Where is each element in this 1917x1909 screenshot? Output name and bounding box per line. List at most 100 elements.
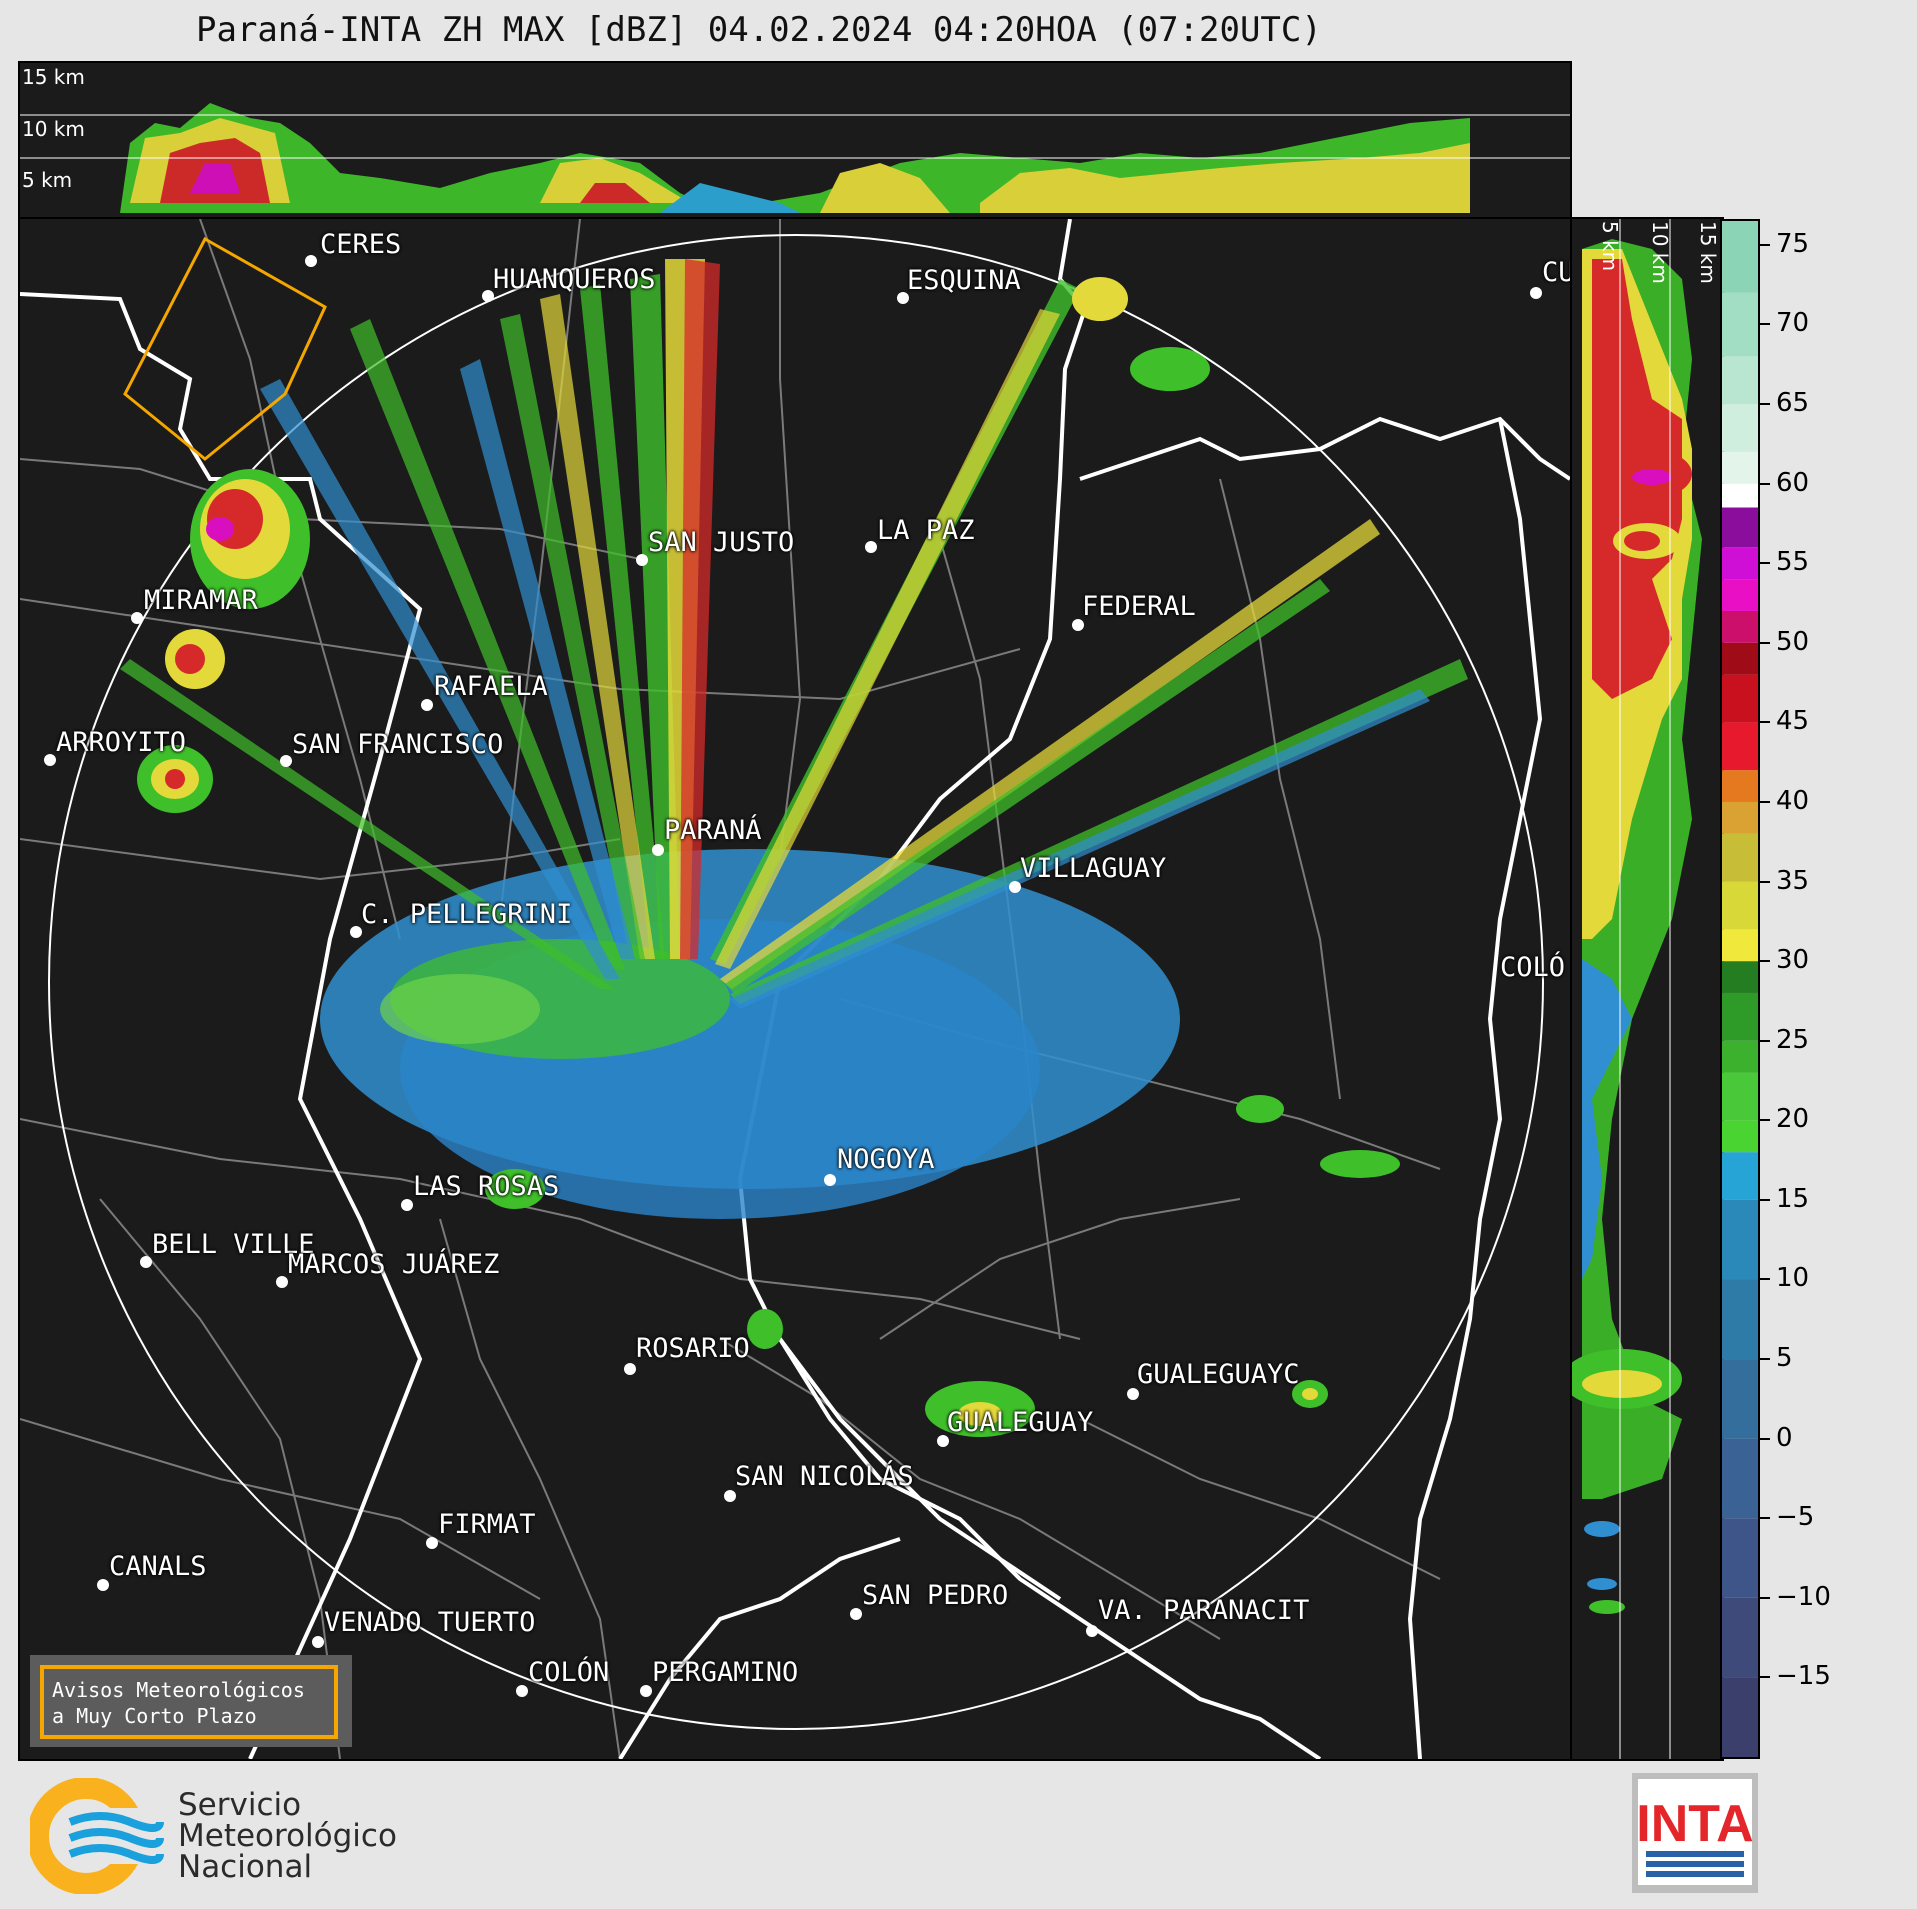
city-las-rosas-label: LAS ROSAS <box>413 1171 560 1202</box>
colorbar-band <box>1722 451 1758 484</box>
colorbar-band <box>1722 507 1758 548</box>
colorbar-tick-mark <box>1760 800 1770 803</box>
colorbar-tick-mark <box>1760 880 1770 883</box>
colorbar-tick-label: −10 <box>1776 1581 1831 1612</box>
city-ceres-label: CERES <box>320 229 402 260</box>
colorbar-band <box>1722 579 1758 611</box>
colorbar-band <box>1722 610 1758 643</box>
colorbar-tick-label: 10 <box>1776 1263 1810 1294</box>
city-dot <box>1009 881 1021 893</box>
city-san-nicolas-label: SAN NICOLÁS <box>735 1461 914 1492</box>
map-title: Paraná-INTA ZH MAX [dBZ] 04.02.2024 04:2… <box>196 10 1322 50</box>
height-label-15km: 15 km <box>22 65 85 89</box>
city-dot <box>1127 1388 1139 1400</box>
colorbar-band <box>1722 881 1758 930</box>
city-dot <box>482 290 494 302</box>
city-dot <box>131 612 143 624</box>
colorbar-tick-mark <box>1760 1596 1770 1599</box>
colorbar-band <box>1722 770 1758 802</box>
colorbar-band <box>1722 483 1758 508</box>
side-height-label-10km: 10 km <box>1648 221 1672 284</box>
city-dot <box>276 1276 288 1288</box>
city-huanqueros-label: HUANQUEROS <box>493 264 656 295</box>
city-dot <box>401 1199 413 1211</box>
city-canals-label: CANALS <box>109 1551 207 1582</box>
colorbar-tick-label: 70 <box>1776 308 1810 339</box>
colorbar-tick-mark <box>1760 562 1770 565</box>
colorbar-tick-mark <box>1760 243 1770 246</box>
city-firmat-label: FIRMAT <box>438 1509 536 1540</box>
city-dot <box>636 554 648 566</box>
avisos-line1: Avisos Meteorológicos <box>52 1678 305 1702</box>
city-rosario-label: ROSARIO <box>636 1333 750 1364</box>
smn-line3: Nacional <box>178 1849 313 1885</box>
city-dot <box>426 1537 438 1549</box>
colorbar-band <box>1722 1152 1758 1200</box>
colorbar-band <box>1722 961 1758 993</box>
colorbar-tick-label: 35 <box>1776 865 1810 896</box>
city-dot <box>44 754 56 766</box>
city-dot <box>850 1608 862 1620</box>
city-miramar-label: MIRAMAR <box>144 585 258 616</box>
city-bell-ville-label: BELL VILLE <box>152 1229 315 1260</box>
smn-line2: Meteorológico <box>178 1818 397 1854</box>
city-pergamino-label: PERGAMINO <box>652 1657 799 1688</box>
smn-logo <box>27 1777 166 1895</box>
colorbar-band <box>1722 1040 1758 1073</box>
colorbar-band <box>1722 1597 1758 1678</box>
colorbar-band <box>1722 547 1758 580</box>
colorbar-band <box>1722 1120 1758 1153</box>
city-parana-label: PARANÁ <box>664 815 762 846</box>
avisos-line2: a Muy Corto Plazo <box>52 1704 257 1728</box>
avisos-badge: Avisos Meteorológicos a Muy Corto Plazo <box>30 1655 352 1747</box>
smn-logo-icon <box>27 1777 166 1895</box>
city-nogoya-label: NOGOYA <box>837 1144 935 1175</box>
colorbar-tick-label: 55 <box>1776 547 1810 578</box>
city-gualeguay-label: GUALEGUAY <box>947 1407 1094 1438</box>
city-san-justo-label: SAN JUSTO <box>648 527 795 558</box>
city-dot <box>640 1685 652 1697</box>
city-la-paz-label: LA PAZ <box>877 515 975 546</box>
avisos-text: Avisos Meteorológicos a Muy Corto Plazo <box>52 1677 305 1729</box>
colorbar-band <box>1722 833 1758 882</box>
city-arroyito-label: ARROYITO <box>56 727 187 758</box>
colorbar-band <box>1722 221 1758 293</box>
city-dot <box>140 1256 152 1268</box>
city-dot <box>516 1685 528 1697</box>
colorbar-band <box>1722 404 1758 452</box>
colorbar-tick-mark <box>1760 403 1770 406</box>
colorbar-tick-label: 65 <box>1776 388 1810 419</box>
city-cu-label: CU <box>1542 257 1572 288</box>
city-marcos-juarez-label: MARCOS JUÁREZ <box>288 1249 500 1280</box>
colorbar-tick-mark <box>1760 323 1770 326</box>
colorbar-tick-mark <box>1760 1437 1770 1440</box>
colorbar-band <box>1722 992 1758 1041</box>
colorbar-tick-label: −15 <box>1776 1661 1831 1692</box>
city-san-francisco-label: SAN FRANCISCO <box>292 729 504 760</box>
city-dot <box>724 1490 736 1502</box>
colorbar-tick-label: 30 <box>1776 945 1810 976</box>
colorbar-band <box>1722 356 1758 405</box>
city-dot <box>652 844 664 856</box>
city-dot <box>865 541 877 553</box>
colorbar-band <box>1722 1279 1758 1360</box>
city-federal-label: FEDERAL <box>1082 591 1196 622</box>
colorbar-tick-mark <box>1760 1119 1770 1122</box>
colorbar-tick-mark <box>1760 1278 1770 1281</box>
city-dot <box>312 1636 324 1648</box>
colorbar-band <box>1722 929 1758 962</box>
city-rafaela-label: RAFAELA <box>434 671 548 702</box>
colorbar-band <box>1722 642 1758 675</box>
inta-logo: INTA <box>1632 1773 1758 1893</box>
colorbar-tick-mark <box>1760 1517 1770 1520</box>
colorbar-tick-label: 40 <box>1776 785 1810 816</box>
city-venado-tuerto-label: VENADO TUERTO <box>324 1607 536 1638</box>
city-dot <box>624 1363 636 1375</box>
colorbar-tick-mark <box>1760 641 1770 644</box>
colorbar-tick-mark <box>1760 721 1770 724</box>
colorbar-tick-label: 25 <box>1776 1024 1810 1055</box>
height-profile-top: 15 km 10 km 5 km <box>18 61 1572 219</box>
colorbar-band <box>1722 1677 1758 1757</box>
colorbar-band <box>1722 722 1758 771</box>
colorbar-band <box>1722 1199 1758 1280</box>
